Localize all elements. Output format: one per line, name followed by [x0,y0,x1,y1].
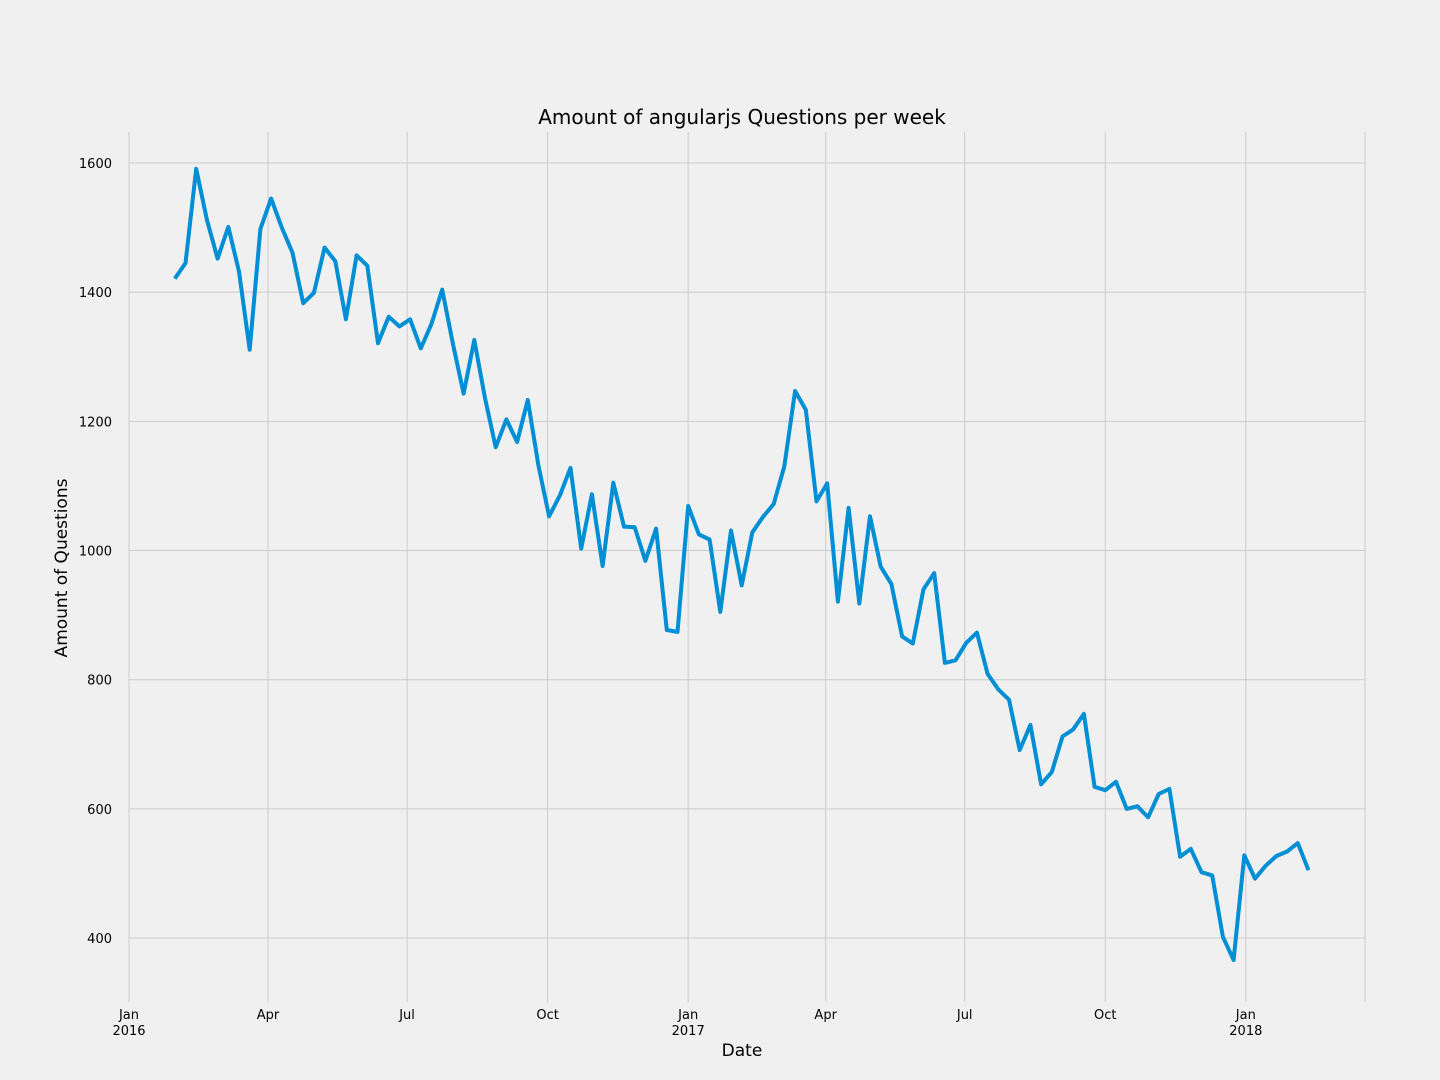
x-tick-label: Apr [814,1008,837,1023]
x-tick-label: Jul [956,1008,973,1023]
x-tick-label: Jan [1235,1008,1256,1023]
x-tick-year-label: 2018 [1229,1024,1262,1039]
y-tick-label: 1000 [79,545,112,560]
series-layer [173,166,1311,962]
x-tick-label: Jul [398,1008,415,1023]
y-tick-label: 1200 [79,415,112,430]
x-tick-label: Apr [257,1008,280,1023]
grid-lines [128,132,1366,1002]
x-tick-year-label: 2017 [672,1024,705,1039]
x-tick-label: Jan [118,1008,139,1023]
y-tick-label: 1400 [79,286,112,301]
y-tick-label: 400 [87,932,112,947]
x-tick-label: Oct [1094,1008,1116,1023]
x-tick-label: Oct [536,1008,558,1023]
x-axis-label: Date [722,1041,763,1061]
series-line [173,166,1311,962]
y-tick-label: 800 [87,674,112,689]
y-tick-label: 1600 [79,157,112,172]
y-axis-label: Amount of Questions [52,478,72,657]
x-tick-year-label: 2016 [112,1024,145,1039]
y-tick-label: 600 [87,803,112,818]
chart-title: Amount of angularjs Questions per week [538,105,946,129]
x-tick-label: Jan [677,1008,698,1023]
